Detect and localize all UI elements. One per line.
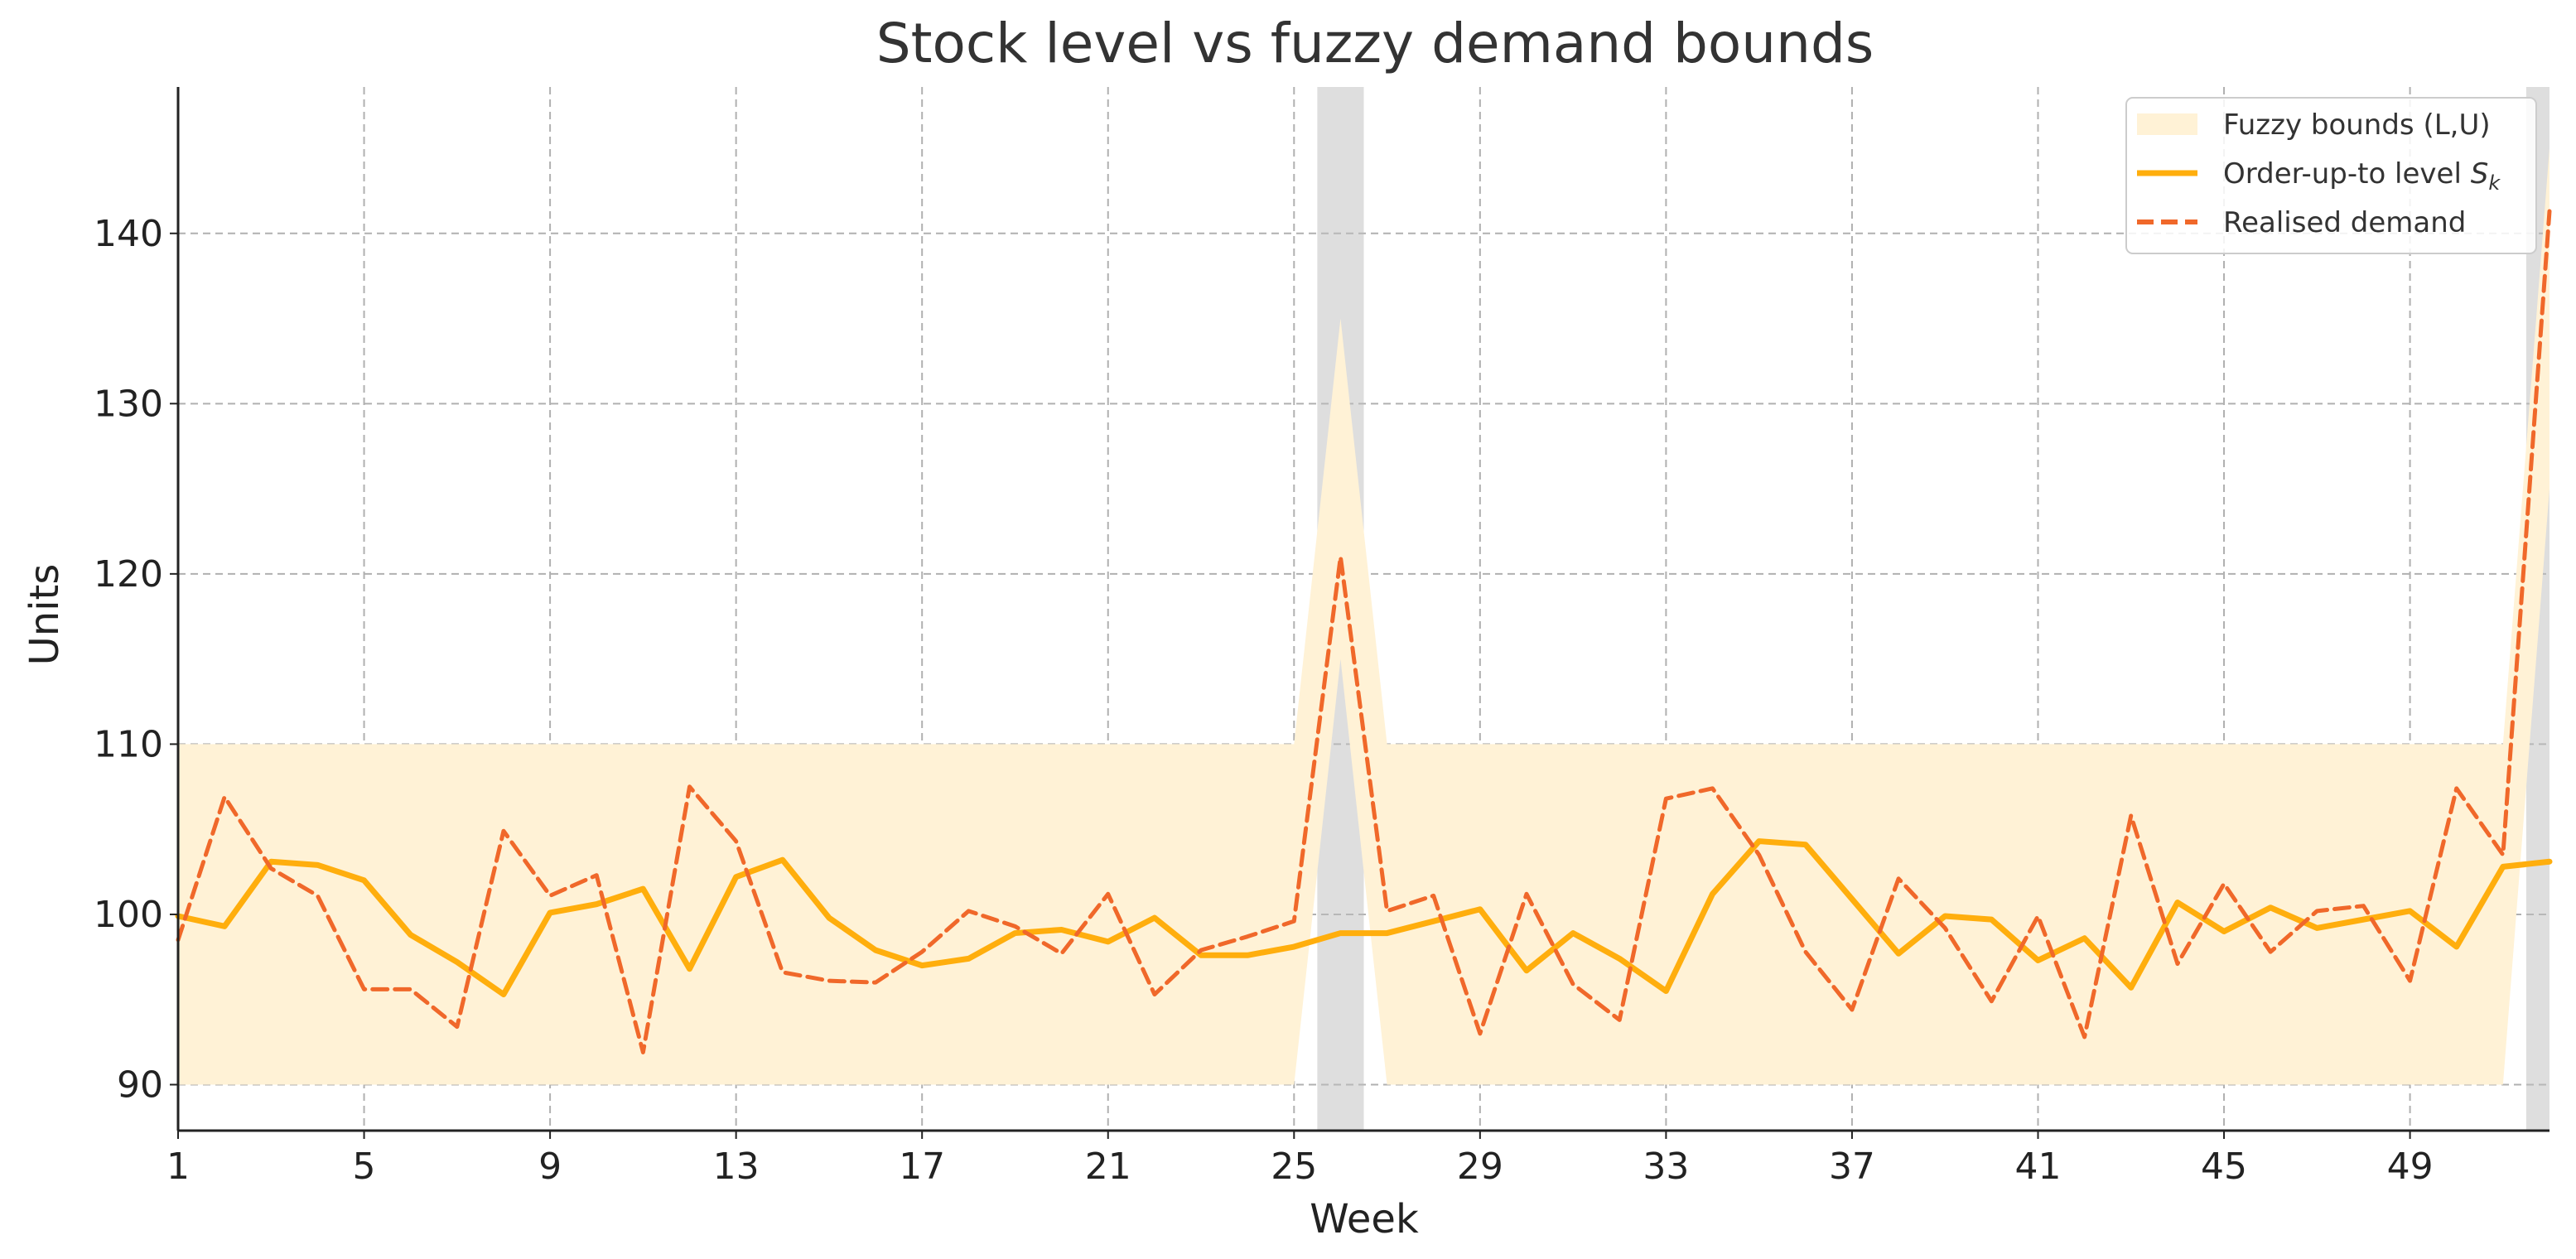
- x-tick-label: 37: [1829, 1146, 1875, 1188]
- series-lines: [175, 209, 2553, 1054]
- y-axis-label: Units: [22, 564, 68, 666]
- legend-box: [2125, 97, 2537, 254]
- legend-label-order-up-to: Order-up-to level Sk: [2223, 157, 2501, 195]
- y-tick-label: 90: [117, 1064, 163, 1107]
- legend-label-order-up-to-sub: k: [2488, 171, 2501, 195]
- order-up-to-line: [175, 838, 2553, 998]
- fuzzy-bounds-band: [178, 147, 2549, 1085]
- x-tick-label: 1: [166, 1146, 190, 1188]
- legend-label-order-up-to-var: S: [2471, 157, 2489, 191]
- y-tick-label: 110: [94, 723, 163, 765]
- x-tick-label: 21: [1085, 1146, 1131, 1188]
- x-tick-label: 17: [899, 1146, 945, 1188]
- chart-title: Stock level vs fuzzy demand bounds: [876, 12, 1874, 75]
- legend: Fuzzy bounds (L,U) Order-up-to level Sk …: [2125, 97, 2537, 254]
- x-tick-label: 33: [1643, 1146, 1689, 1188]
- legend-label-order-up-to-text: Order-up-to level: [2223, 157, 2471, 191]
- x-tick-label: 45: [2201, 1146, 2247, 1188]
- x-tick-label: 9: [538, 1146, 562, 1188]
- x-tick-label: 49: [2387, 1146, 2434, 1188]
- y-tick-labels: 90 100 110 120 130 140: [94, 213, 178, 1107]
- axes: [176, 87, 2549, 1132]
- x-tick-labels: 1 5 9 13 17 21 25 29 33 37 41 45 49: [166, 1131, 2434, 1188]
- legend-label-fuzzy-bounds: Fuzzy bounds (L,U): [2223, 109, 2491, 142]
- realised-demand-line: [176, 209, 2552, 1054]
- y-tick-label: 140: [94, 213, 163, 255]
- x-axis-label: Week: [1310, 1196, 1419, 1242]
- x-tick-label: 29: [1457, 1146, 1503, 1188]
- x-tick-label: 25: [1271, 1146, 1317, 1188]
- y-tick-label: 130: [94, 383, 163, 425]
- x-tick-label: 5: [353, 1146, 376, 1188]
- y-tick-label: 120: [94, 553, 163, 596]
- y-tick-label: 100: [94, 894, 163, 936]
- legend-label-realised-demand: Realised demand: [2223, 206, 2466, 239]
- fuzzy-bounds-area: [178, 147, 2549, 1085]
- legend-swatch-fuzzy-bounds: [2137, 113, 2197, 135]
- x-tick-label: 41: [2014, 1146, 2061, 1188]
- x-tick-label: 13: [713, 1146, 760, 1188]
